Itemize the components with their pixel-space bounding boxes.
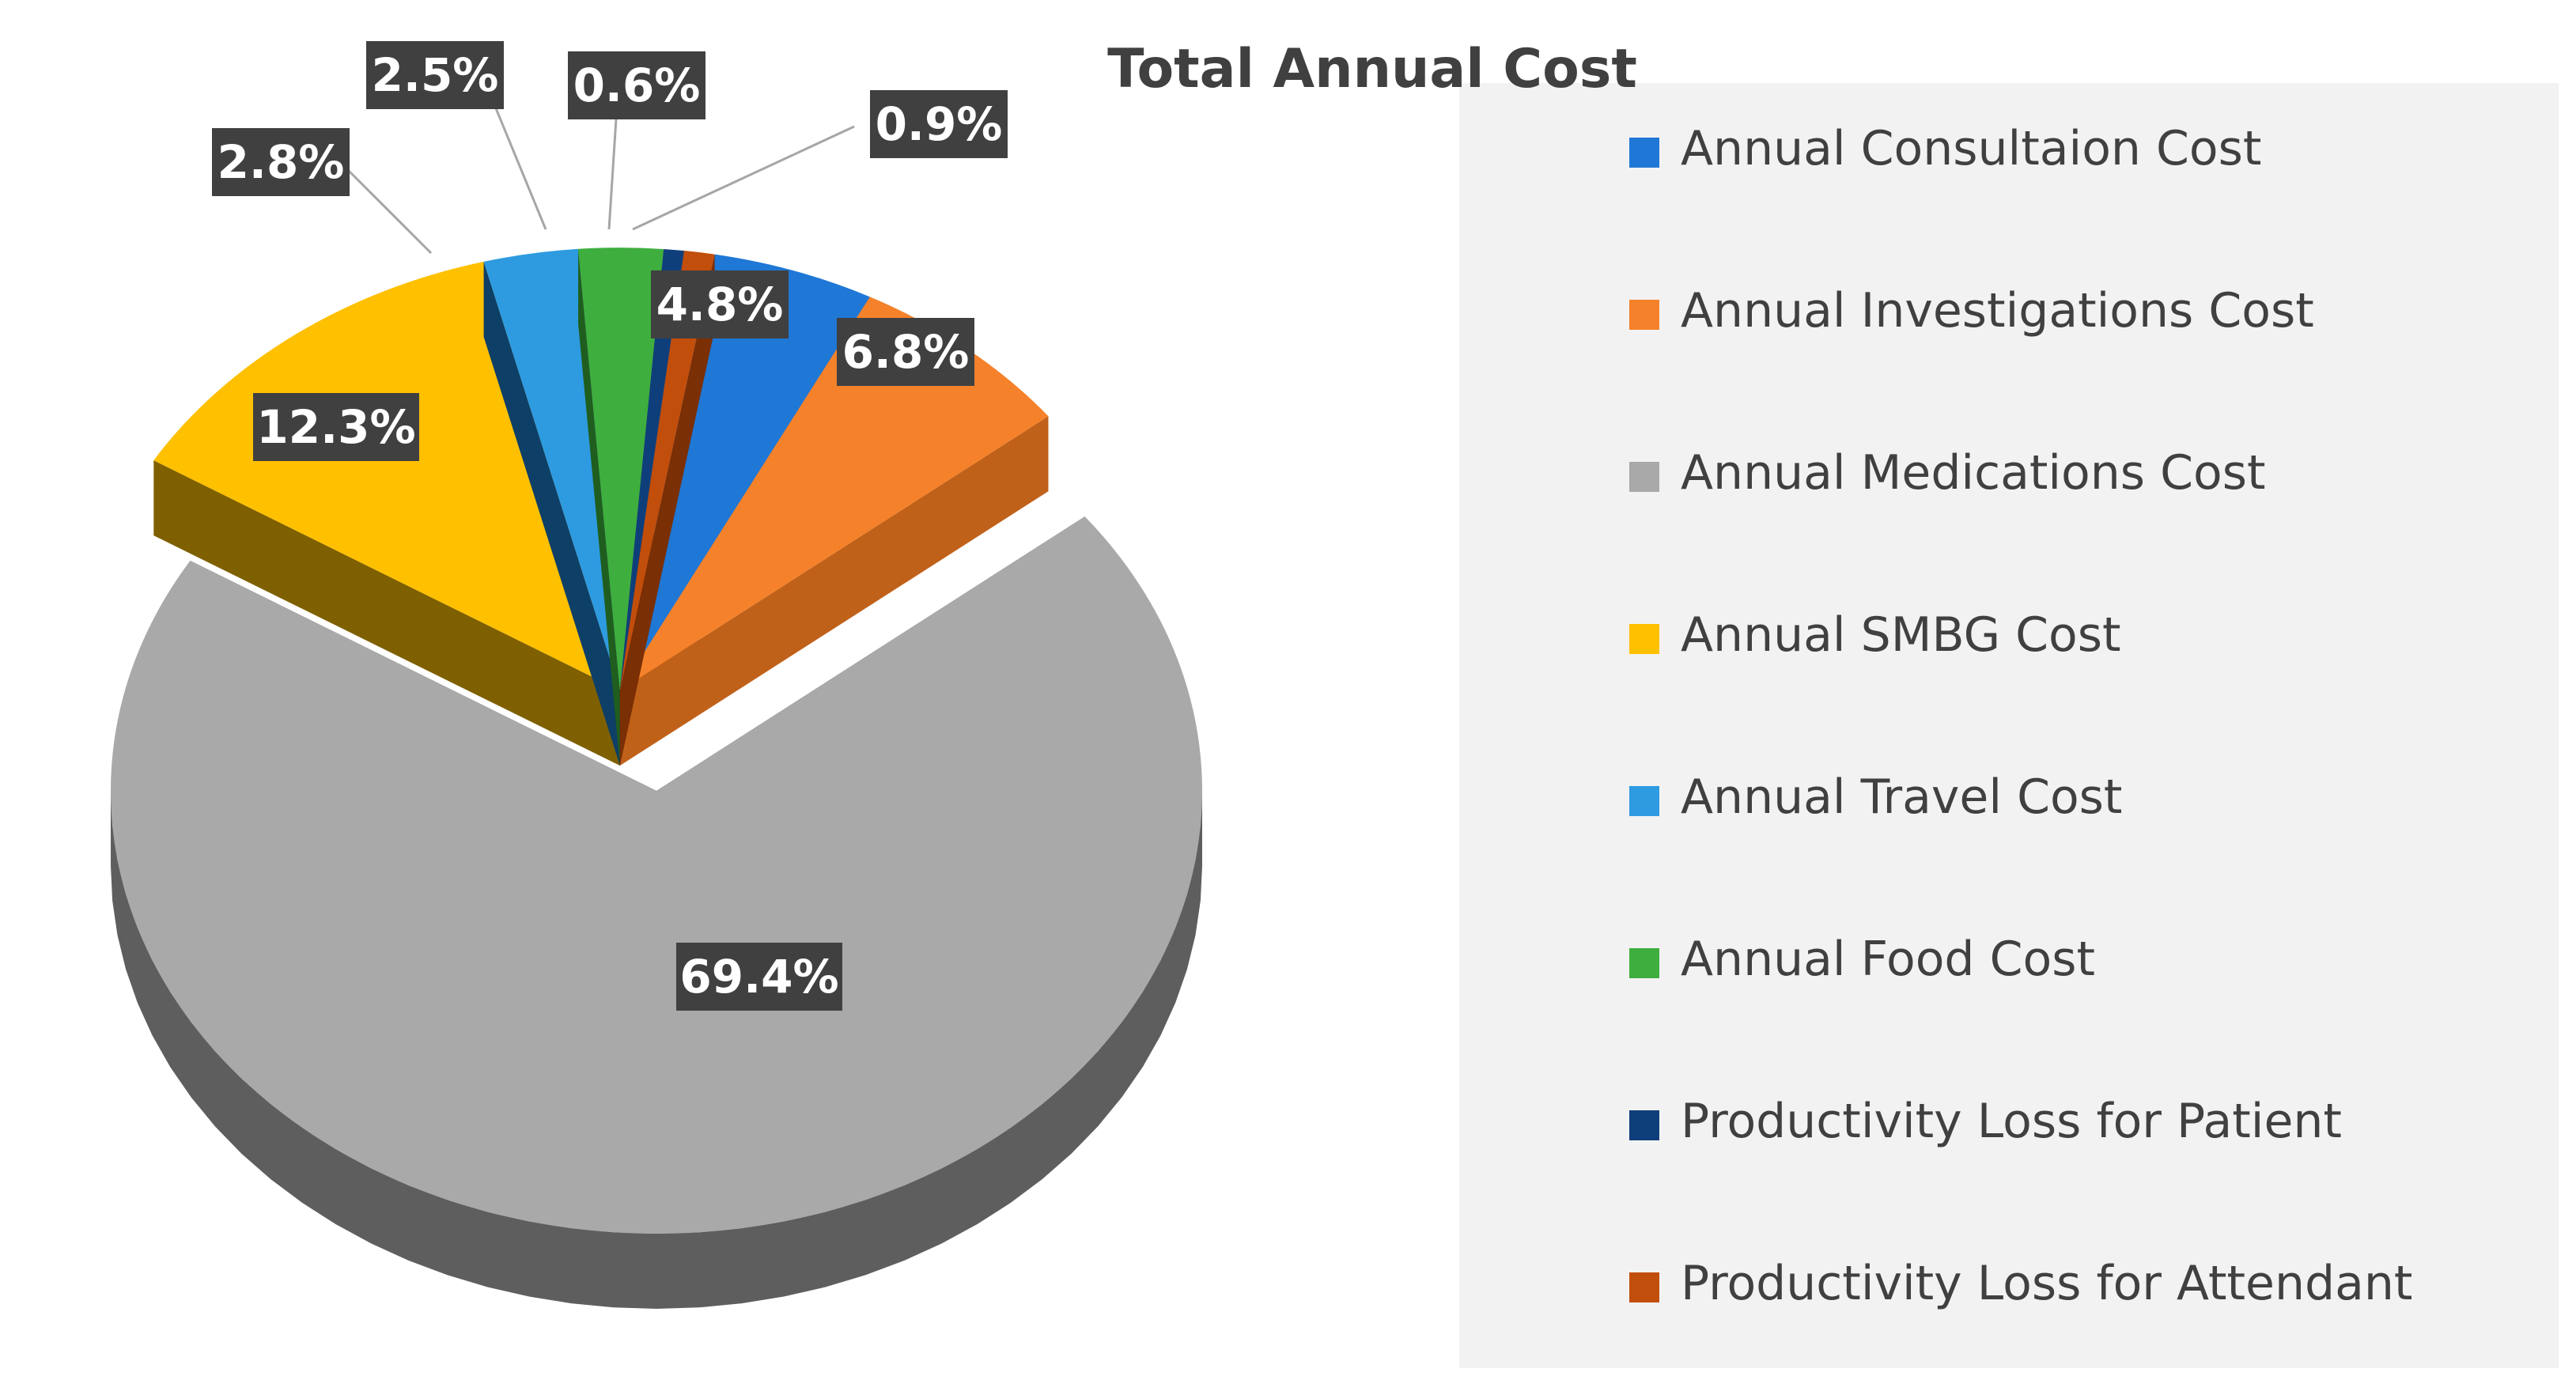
data-label-box: [366, 41, 504, 109]
data-label-text: 12.3%: [256, 400, 415, 454]
slice-productivity-loss-for-attendant: [619, 251, 715, 766]
legend-item-productivity-loss-for-attendant: Productivity Loss for Attendant: [1629, 1256, 2412, 1311]
data-label-text: 6.8%: [842, 325, 970, 379]
legend-item-productivity-loss-for-patient: Productivity Loss for Patient: [1629, 1094, 2342, 1149]
slice-radial-wall-productivity-loss-for-attendant-1: [619, 254, 715, 766]
legend-swatch: [1629, 1110, 1659, 1140]
legend-item-annual-consultaion-cost: Annual Consultaion Cost: [1629, 121, 2261, 176]
legend-swatch: [1629, 624, 1659, 654]
slice-radial-wall-annual-investigations-cost-1: [619, 416, 1049, 766]
legend-item-annual-smbg-cost: Annual SMBG Cost: [1629, 607, 2121, 663]
data-label-box: [676, 943, 842, 1011]
legend-label: Productivity Loss for Patient: [1681, 1094, 2342, 1149]
slice-top-annual-food-cost: [578, 248, 664, 691]
data-label-annual-travel-cost: 2.8%: [212, 128, 350, 196]
data-label-box: [870, 90, 1008, 158]
data-label-annual-consultaion-cost: 4.8%: [651, 270, 789, 338]
slice-radial-wall-annual-smbg-cost-0: [153, 460, 620, 766]
leader-line-annual-food-cost: [489, 94, 547, 230]
legend-item-annual-food-cost: Annual Food Cost: [1629, 932, 2095, 987]
data-label-box: [837, 318, 974, 386]
data-label-text: 69.4%: [679, 950, 838, 1004]
data-label-annual-investigations-cost: 6.8%: [837, 318, 974, 386]
legend-label: Productivity Loss for Attendant: [1681, 1256, 2412, 1311]
legend-label: Annual SMBG Cost: [1681, 607, 2121, 663]
slice-radial-wall-annual-travel-cost-0: [483, 261, 620, 766]
data-label-box: [212, 128, 350, 196]
slice-annual-medications-cost: [111, 516, 1203, 1309]
data-label-text: 4.8%: [656, 278, 784, 331]
leader-lines: [339, 94, 855, 255]
chart-title: Total Annual Cost: [1107, 38, 1637, 100]
legend-swatch: [1629, 300, 1659, 330]
legend-swatch: [1629, 138, 1659, 168]
data-label-annual-medications-cost: 69.4%: [676, 943, 842, 1011]
leader-line-annual-travel-cost: [339, 161, 433, 255]
legend-label: Annual Investigations Cost: [1681, 283, 2314, 338]
legend-label: Annual Travel Cost: [1681, 769, 2122, 825]
legend-swatch: [1629, 948, 1659, 978]
data-label-text: 2.5%: [372, 48, 499, 102]
leader-line-productivity-loss-for-patient: [607, 106, 618, 230]
legend-label: Annual Consultaion Cost: [1681, 121, 2261, 176]
data-label-annual-food-cost: 2.5%: [366, 41, 504, 109]
legend-swatch: [1629, 786, 1659, 816]
legend-panel: [1459, 83, 2559, 1368]
data-label-productivity-loss-for-patient: 0.6%: [568, 51, 705, 119]
legend-swatch: [1629, 462, 1659, 492]
slice-top-annual-investigations-cost: [619, 297, 1049, 691]
legend-label: Annual Medications Cost: [1681, 445, 2265, 501]
data-label-productivity-loss-for-attendant: 0.9%: [870, 90, 1008, 158]
data-labels: 4.8% 6.8% 69.4% 12.3% 2.8% 2.5% 0.6% 0.9%: [212, 41, 1008, 1011]
leader-line-productivity-loss-for-attendant: [632, 125, 855, 231]
slice-top-annual-consultaion-cost: [619, 254, 870, 691]
data-label-text: 0.6%: [573, 59, 701, 112]
data-label-box: [253, 393, 419, 461]
slice-top-productivity-loss-for-patient: [619, 248, 685, 691]
slice-top-productivity-loss-for-attendant: [619, 251, 715, 691]
data-label-text: 2.8%: [218, 135, 345, 189]
slice-radial-wall-annual-food-cost-0: [578, 248, 620, 766]
data-label-text: 0.9%: [876, 97, 1003, 151]
data-label-box: [651, 270, 789, 338]
legend-item-annual-travel-cost: Annual Travel Cost: [1629, 769, 2122, 825]
legend-item-annual-medications-cost: Annual Medications Cost: [1629, 445, 2265, 501]
legend-swatch: [1629, 1272, 1659, 1302]
pie-slices: [111, 248, 1203, 1309]
legend: Annual Consultaion Cost Annual Investigat…: [1629, 121, 2412, 1311]
data-label-annual-smbg-cost: 12.3%: [253, 393, 419, 461]
slice-annual-investigations-cost: [619, 297, 1049, 766]
legend-label: Annual Food Cost: [1681, 932, 2095, 987]
slice-outer-wall-annual-medications-cost: [111, 791, 1202, 1309]
data-label-box: [568, 51, 705, 119]
legend-item-annual-investigations-cost: Annual Investigations Cost: [1629, 283, 2314, 338]
slice-top-annual-medications-cost: [111, 516, 1203, 1234]
